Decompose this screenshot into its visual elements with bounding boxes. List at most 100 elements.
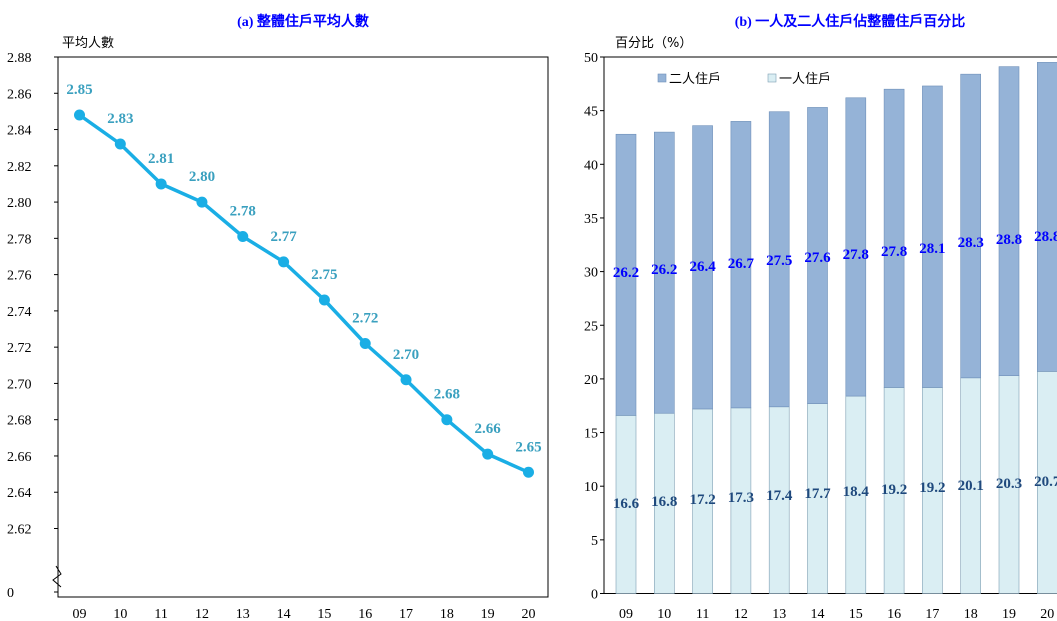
chart-a-y-tick-label: 2.64 [7, 486, 32, 501]
chart-a-series-line [78, 113, 530, 474]
chart-a-data-label: 2.81 [148, 151, 174, 167]
chart-a-x-tick-label: 13 [236, 607, 250, 621]
chart-b-data-label-one-person: 18.4 [843, 484, 870, 500]
chart-b-data-label-two-person: 27.8 [843, 247, 869, 263]
chart-a-y-tick-label: 2.80 [7, 196, 32, 211]
chart-a-data-point [155, 178, 167, 190]
chart-b-bar-two-person [807, 107, 828, 404]
chart-b-bar-two-person [998, 66, 1020, 376]
chart-a-data-label: 2.78 [230, 204, 256, 220]
chart-b-legend-swatch-two-person [657, 73, 667, 83]
chart-a-axis-break [52, 565, 62, 588]
chart-a-data-label: 2.70 [393, 347, 419, 363]
chart-b-x-tick-label: 09 [619, 607, 633, 621]
chart-b-x-tick-label: 11 [696, 607, 709, 621]
chart-a-y-tick-label: 2.86 [7, 87, 32, 102]
chart-b-data-label-one-person: 17.4 [766, 488, 793, 504]
chart-b-data-label-one-person: 20.1 [958, 478, 984, 494]
chart-b-y-tick-label: 5 [591, 534, 598, 549]
chart-b-data-label-two-person: 27.8 [881, 244, 907, 260]
chart-b-data-label-two-person: 28.1 [919, 241, 945, 257]
chart-b-legend-label-one-person: 一人住戶 [779, 72, 831, 87]
chart-b-y-tick-label: 20 [584, 373, 598, 388]
chart-b-title: (b) 一人及二人住戶佔整體住戶百分比 [735, 13, 966, 30]
chart-b-data-label-two-person: 28.3 [958, 235, 984, 251]
chart-b-data-label-two-person: 27.6 [804, 250, 831, 266]
chart-a-title: (a) 整體住戶平均人數 [237, 13, 369, 30]
chart-a-x-tick-label: 17 [399, 607, 413, 621]
chart-a-y-tick-label: 2.82 [7, 160, 32, 175]
chart-b-data-label-one-person: 16.6 [613, 496, 640, 512]
chart-b-x-tick-label: 10 [657, 607, 671, 621]
chart-b-legend-swatch-one-person [767, 73, 777, 83]
chart-b-y-tick-label: 45 [584, 105, 598, 120]
chart-a-data-label: 2.75 [311, 267, 337, 283]
chart-a-x-tick-label: 11 [154, 607, 167, 621]
chart-a-data-point [114, 138, 126, 150]
chart-a-data-label: 2.85 [66, 82, 92, 98]
chart-a-y-tick-label: 0 [7, 586, 14, 601]
chart-a-x-tick-label: 14 [277, 607, 291, 621]
chart-b-y-tick-label: 35 [584, 212, 598, 227]
chart-b-y-tick-label: 0 [591, 588, 598, 603]
chart-b-data-label-two-person: 26.4 [689, 259, 716, 275]
chart-b-y-tick-label: 15 [584, 427, 598, 442]
chart-b-x-tick-label: 19 [1002, 607, 1016, 621]
chart-b-y-tick-label: 25 [584, 319, 598, 334]
chart-a-x-tick-label: 15 [317, 607, 331, 621]
chart-a-data-point [278, 256, 290, 268]
chart-a-y-tick-label: 2.72 [7, 341, 32, 356]
chart-a-data-point [523, 466, 534, 478]
chart-b-x-tick-label: 16 [887, 607, 901, 621]
chart-b-data-label-one-person: 19.2 [919, 480, 945, 496]
chart-a-x-tick-label: 20 [522, 607, 536, 621]
chart-b-legend-label-two-person: 二人住戶 [669, 72, 721, 87]
chart-b-x-tick-label: 17 [925, 607, 939, 621]
chart-a-x-tick-label: 16 [358, 607, 372, 621]
chart-a-y-tick-label: 2.62 [7, 523, 32, 538]
chart-a-x-tick-label: 19 [481, 607, 495, 621]
chart-a-data-label: 2.83 [107, 111, 133, 127]
chart-b-data-label-one-person: 17.3 [728, 490, 754, 506]
chart-a-y-tick-label: 2.66 [7, 450, 32, 465]
chart-a-x-tick-label: 10 [113, 607, 127, 621]
chart-b-x-tick-label: 15 [849, 607, 863, 621]
chart-b-bar-two-person [615, 133, 637, 416]
chart-a-data-point [359, 338, 371, 350]
chart-a-ylabel: 平均人數 [62, 36, 114, 51]
chart-b-data-label-two-person: 28.8 [996, 232, 1022, 248]
chart-a-data-label: 2.68 [434, 387, 460, 403]
chart-b-data-label-one-person: 17.2 [689, 492, 715, 508]
chart-b-ylabel: 百分比（%） [615, 36, 692, 51]
chart-a-y-tick-label: 2.70 [7, 377, 32, 392]
chart-b-y-tick-label: 50 [584, 51, 598, 66]
chart-a-data-point [400, 374, 412, 386]
chart-b-bar-two-person [960, 73, 982, 379]
chart-a-data-point [441, 414, 453, 426]
chart-a-data-point [318, 294, 330, 306]
chart-b-data-label-one-person: 19.2 [881, 482, 907, 498]
chart-a-y-tick-label: 2.88 [7, 51, 32, 66]
chart-a-y-tick-label: 2.68 [7, 414, 32, 429]
chart-b-data-label-two-person: 27.5 [766, 253, 792, 269]
chart-a-y-tick-label: 2.74 [7, 305, 32, 320]
chart-b-bar-two-person [845, 97, 867, 397]
chart-b-bar-two-person [922, 85, 943, 388]
chart-a-y-tick-label: 2.76 [7, 269, 32, 284]
chart-b-data-label-two-person: 26.2 [651, 262, 677, 278]
chart-b-data-label-one-person: 20.7 [1034, 474, 1057, 490]
chart-a-x-tick-label: 12 [195, 607, 209, 621]
chart-b-bar-two-person [1037, 62, 1057, 372]
chart-b-x-tick-label: 12 [734, 607, 748, 621]
chart-b-data-label-one-person: 16.8 [651, 494, 677, 510]
chart-a-y-tick-label: 2.78 [7, 232, 32, 247]
chart-b-data-label-two-person: 26.7 [728, 256, 755, 272]
chart-b-y-tick-label: 40 [584, 158, 598, 173]
chart-b-data-label-one-person: 17.7 [804, 486, 831, 502]
chart-a-data-label: 2.80 [189, 169, 215, 185]
chart-a-x-tick-label: 18 [440, 607, 454, 621]
chart-b-bar-two-person [768, 111, 790, 408]
